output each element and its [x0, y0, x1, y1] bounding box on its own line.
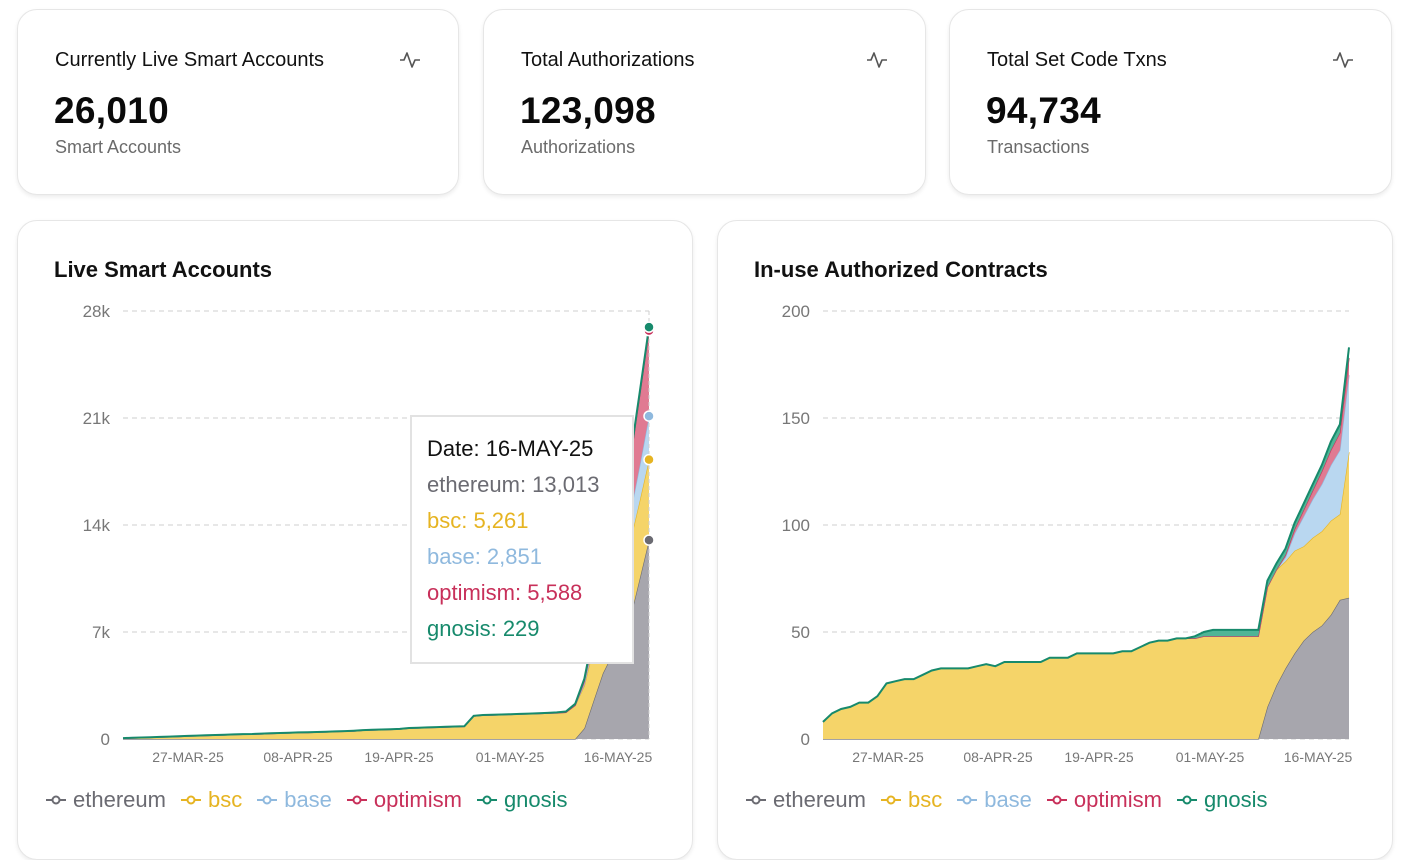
- chart-title: In-use Authorized Contracts: [754, 257, 1048, 282]
- legend-marker-icon: [1046, 795, 1067, 805]
- stat-title: Currently Live Smart Accounts: [55, 49, 324, 71]
- stat-title: Total Set Code Txns: [987, 49, 1167, 71]
- line-gnosis: [822, 347, 1350, 723]
- x-tick-label: 16-MAY-25: [1284, 749, 1353, 765]
- activity-icon: [1333, 52, 1353, 68]
- stat-unit: Authorizations: [521, 137, 636, 157]
- x-tick-label: 27-MAR-25: [852, 749, 924, 765]
- chart-tooltip: Date: 16-MAY-25 ethereum: 13,013 bsc: 5,…: [410, 415, 634, 664]
- legend-item-bsc[interactable]: bsc: [180, 787, 242, 813]
- chart-card-authorized-contracts: In-use Authorized Contracts 0 50 100 150 200…: [717, 220, 1393, 860]
- authorized-contracts-chart[interactable]: 0 50 100 150 200 27-MAR-25 08-APR-25 19-APR-25 0…: [718, 221, 1394, 821]
- y-tick-label: 200: [782, 302, 810, 321]
- legend-marker-icon: [957, 795, 978, 805]
- y-tick-label: 0: [101, 730, 110, 749]
- x-tick-label: 01-MAY-25: [476, 749, 545, 765]
- area-ethereum: [123, 540, 649, 739]
- live-smart-accounts-chart[interactable]: 0 7k 14k 21k 28k 27-MAR-25 08-APR-25 19-APR-25 0…: [18, 221, 694, 821]
- hover-dot-bsc: [643, 453, 655, 466]
- legend-item-ethereum[interactable]: ethereum: [45, 787, 166, 813]
- activity-icon: [400, 52, 420, 68]
- legend-marker-icon: [180, 795, 201, 805]
- legend-label: optimism: [1073, 787, 1162, 812]
- chart-legend: ethereum bsc base optimism gnosis: [45, 787, 568, 813]
- stat-card-total-set-code-txns: Total Set Code Txns 94,734 Transactions: [949, 9, 1392, 195]
- legend-label: ethereum: [773, 787, 866, 812]
- legend-label: optimism: [373, 787, 462, 812]
- hover-dot-gnosis: [643, 321, 655, 333]
- legend-label: gnosis: [503, 787, 568, 812]
- area-ethereum: [823, 597, 1349, 739]
- legend-marker-icon: [346, 795, 367, 805]
- y-tick-label: 28k: [83, 302, 111, 321]
- y-tick-label: 100: [782, 516, 810, 535]
- legend-label: bsc: [907, 787, 943, 812]
- hover-dot-base: [643, 410, 655, 422]
- chart-card-live-smart-accounts: Live Smart Accounts 0 7k 14k 21k 28k 27-MAR-2…: [17, 220, 693, 860]
- x-tick-label: 19-APR-25: [1064, 749, 1133, 765]
- x-tick-label: 27-MAR-25: [152, 749, 224, 765]
- legend-item-bsc[interactable]: bsc: [880, 787, 942, 813]
- hover-dot-ethereum: [643, 534, 655, 546]
- x-tick-label: 08-APR-25: [263, 749, 332, 765]
- y-tick-label: 50: [791, 623, 810, 642]
- area-bsc: [823, 452, 1349, 739]
- legend-marker-icon: [880, 795, 901, 805]
- tooltip-base: base: 2,851: [427, 544, 542, 569]
- stat-unit: Transactions: [987, 137, 1090, 157]
- legend-item-gnosis[interactable]: gnosis: [476, 787, 568, 813]
- y-tick-label: 7k: [92, 623, 110, 642]
- legend-item-ethereum[interactable]: ethereum: [745, 787, 866, 813]
- legend-item-optimism[interactable]: optimism: [1046, 787, 1162, 813]
- tooltip-ethereum: ethereum: 13,013: [427, 472, 600, 497]
- x-tick-label: 08-APR-25: [963, 749, 1032, 765]
- legend-marker-icon: [46, 795, 66, 805]
- legend-label: base: [284, 787, 332, 812]
- y-tick-label: 21k: [83, 409, 111, 428]
- legend-label: base: [984, 787, 1032, 812]
- legend-marker-icon: [257, 795, 278, 805]
- stat-card-total-authorizations: Total Authorizations 123,098 Authorizati…: [483, 9, 926, 195]
- activity-icon: [867, 52, 887, 68]
- chart-title: Live Smart Accounts: [54, 257, 273, 282]
- x-tick-label: 16-MAY-25: [584, 749, 653, 765]
- legend-item-gnosis[interactable]: gnosis: [1176, 787, 1268, 813]
- chart-legend: ethereum bsc base optimism gnosis: [745, 787, 1268, 813]
- legend-marker-icon: [1176, 795, 1197, 805]
- x-tick-label: 19-APR-25: [364, 749, 433, 765]
- stat-value: 123,098: [520, 90, 656, 131]
- legend-item-base[interactable]: base: [956, 787, 1032, 813]
- stat-title: Total Authorizations: [521, 49, 695, 71]
- stat-value: 94,734: [986, 90, 1101, 131]
- line-gnosis: [122, 327, 650, 740]
- legend-item-base[interactable]: base: [256, 787, 332, 813]
- legend-marker-icon: [476, 795, 497, 805]
- tooltip-optimism: optimism: 5,588: [427, 580, 583, 605]
- stat-unit: Smart Accounts: [55, 137, 182, 157]
- tooltip-gnosis: gnosis: 229: [427, 616, 540, 641]
- x-tick-label: 01-MAY-25: [1176, 749, 1245, 765]
- y-tick-label: 0: [801, 730, 810, 749]
- stat-card-live-smart-accounts: Currently Live Smart Accounts 26,010 Sma…: [17, 9, 459, 195]
- legend-label: ethereum: [73, 787, 166, 812]
- legend-marker-icon: [746, 795, 766, 805]
- legend-label: bsc: [207, 787, 243, 812]
- legend-label: gnosis: [1203, 787, 1268, 812]
- y-tick-label: 14k: [83, 516, 111, 535]
- tooltip-bsc: bsc: 5,261: [427, 508, 529, 533]
- tooltip-date: Date: 16-MAY-25: [427, 436, 594, 461]
- stat-value: 26,010: [54, 90, 169, 131]
- legend-item-optimism[interactable]: optimism: [346, 787, 462, 813]
- y-tick-label: 150: [782, 409, 810, 428]
